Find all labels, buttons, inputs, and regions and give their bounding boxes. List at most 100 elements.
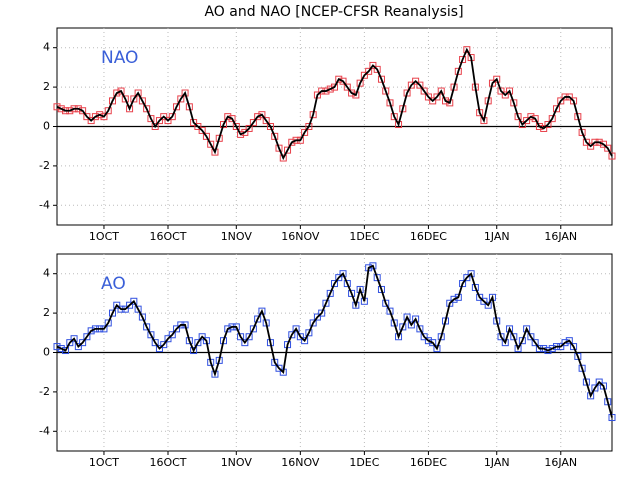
marker xyxy=(318,309,326,317)
marker xyxy=(237,130,245,138)
marker xyxy=(198,126,206,134)
marker xyxy=(155,117,163,125)
marker xyxy=(331,83,338,91)
marker xyxy=(100,113,108,121)
marker xyxy=(224,113,232,121)
marker xyxy=(377,75,385,83)
marker xyxy=(57,345,65,353)
x-tick-label: 1JAN xyxy=(484,456,510,469)
marker xyxy=(245,333,253,341)
marker xyxy=(557,97,565,105)
marker xyxy=(548,345,556,353)
marker xyxy=(266,123,274,130)
marker xyxy=(531,115,539,123)
y-tick-label: -2 xyxy=(39,159,50,172)
marker xyxy=(164,335,172,343)
marker xyxy=(83,113,91,121)
x-tick-label: 1OCT xyxy=(89,456,119,469)
marker xyxy=(164,117,172,125)
x-tick-label: 16JAN xyxy=(544,230,577,243)
marker xyxy=(356,79,364,87)
marker xyxy=(608,152,616,160)
marker xyxy=(518,337,526,345)
marker xyxy=(143,105,151,113)
marker xyxy=(91,113,99,121)
marker xyxy=(565,337,573,345)
y-tick-label: 0 xyxy=(43,120,50,133)
marker xyxy=(463,46,471,54)
marker xyxy=(369,61,377,69)
marker xyxy=(339,77,347,85)
marker xyxy=(113,301,121,309)
marker xyxy=(228,115,236,123)
x-tick-label: 16NOV xyxy=(281,230,320,243)
marker xyxy=(548,115,556,123)
marker xyxy=(126,105,134,113)
marker xyxy=(258,307,266,315)
marker xyxy=(301,128,309,136)
marker xyxy=(87,117,95,125)
y-tick-label: 4 xyxy=(43,267,50,280)
marker xyxy=(271,132,279,140)
marker xyxy=(288,331,296,339)
marker xyxy=(352,91,360,99)
marker xyxy=(305,123,313,130)
marker xyxy=(160,341,168,349)
marker xyxy=(113,89,121,97)
marker xyxy=(173,325,181,333)
marker xyxy=(433,345,441,353)
marker xyxy=(258,111,266,119)
marker xyxy=(138,97,146,105)
marker xyxy=(540,124,548,132)
series-line xyxy=(56,47,613,161)
marker xyxy=(544,121,552,129)
marker xyxy=(369,262,377,270)
marker xyxy=(309,319,317,327)
y-tick-label: 4 xyxy=(43,41,50,54)
marker xyxy=(151,339,159,347)
marker xyxy=(553,105,560,113)
marker xyxy=(331,280,338,288)
marker xyxy=(313,313,321,321)
marker xyxy=(412,315,420,323)
marker xyxy=(151,123,159,130)
marker xyxy=(121,95,129,103)
marker xyxy=(194,339,202,347)
marker xyxy=(326,289,334,297)
marker xyxy=(399,323,407,331)
marker xyxy=(134,305,142,313)
marker xyxy=(518,121,526,129)
series-label: AO xyxy=(101,274,126,294)
marker xyxy=(232,123,240,130)
marker xyxy=(429,97,437,105)
marker xyxy=(604,144,612,152)
marker xyxy=(480,297,488,305)
marker xyxy=(224,325,232,333)
y-tick-label: -4 xyxy=(39,198,50,211)
marker xyxy=(335,75,343,83)
marker xyxy=(275,364,283,372)
marker xyxy=(544,347,552,355)
marker xyxy=(412,77,420,85)
marker xyxy=(424,93,432,101)
marker xyxy=(360,71,368,79)
marker xyxy=(574,352,582,360)
marker xyxy=(173,103,181,111)
marker xyxy=(254,315,262,323)
marker xyxy=(493,75,501,83)
marker xyxy=(177,95,185,103)
marker xyxy=(476,293,484,301)
x-tick-label: 16JAN xyxy=(544,456,577,469)
marker xyxy=(382,87,390,95)
marker xyxy=(497,87,505,95)
marker xyxy=(348,89,356,97)
x-tick-label: 1NOV xyxy=(221,456,253,469)
y-tick-label: -2 xyxy=(39,385,50,398)
marker xyxy=(57,105,65,113)
marker xyxy=(343,83,351,91)
marker xyxy=(249,119,257,127)
marker xyxy=(117,87,125,95)
marker xyxy=(527,113,535,121)
marker xyxy=(109,309,116,317)
marker xyxy=(531,339,539,347)
